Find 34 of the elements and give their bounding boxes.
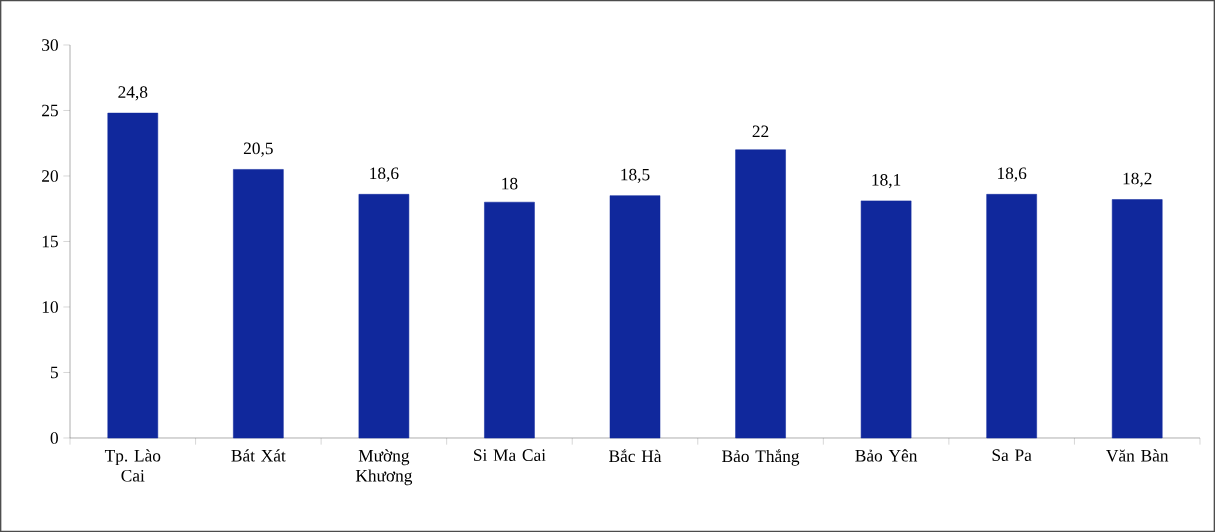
bar <box>1111 199 1163 439</box>
bar <box>986 194 1037 439</box>
data-label: 18 <box>502 177 518 190</box>
data-label: 18,1 <box>872 173 901 189</box>
x-tick-label: Bắc Hà <box>609 449 662 463</box>
x-tick-label: Bát Xát <box>231 449 286 462</box>
y-tick-label: 15 <box>42 235 58 248</box>
bar <box>484 201 535 439</box>
bar <box>107 112 159 439</box>
bar <box>609 195 661 439</box>
data-label: 18,6 <box>370 167 399 182</box>
bar <box>233 169 284 439</box>
x-tick-label: Sa Pa <box>992 449 1032 462</box>
x-tick-label: Mường Khương <box>355 449 413 486</box>
y-tick-label: 30 <box>42 39 58 51</box>
x-tick-label: Bảo Yên <box>855 449 918 462</box>
bar <box>358 194 410 439</box>
x-tick-label: Văn Bàn <box>1106 449 1169 462</box>
x-tick-label: Bảo Thắng <box>722 449 800 466</box>
data-label: 18,2 <box>1123 172 1152 187</box>
x-tick-label: Si Ma Cai <box>474 449 546 462</box>
y-tick-label: 25 <box>42 104 58 117</box>
y-tick-label: 5 <box>50 366 58 379</box>
x-tick-label: Tp. Lào Cai <box>104 449 161 482</box>
y-tick-label: 0 <box>50 432 58 444</box>
data-label: 18,6 <box>998 167 1027 182</box>
y-tick-label: 20 <box>42 170 58 182</box>
data-label: 22 <box>752 125 769 138</box>
data-label: 18,5 <box>621 168 650 183</box>
bar <box>860 200 912 439</box>
data-label: 24,8 <box>118 86 148 101</box>
y-tick-label: 10 <box>42 301 58 313</box>
bar <box>735 149 786 439</box>
data-label: 20,5 <box>243 142 273 157</box>
